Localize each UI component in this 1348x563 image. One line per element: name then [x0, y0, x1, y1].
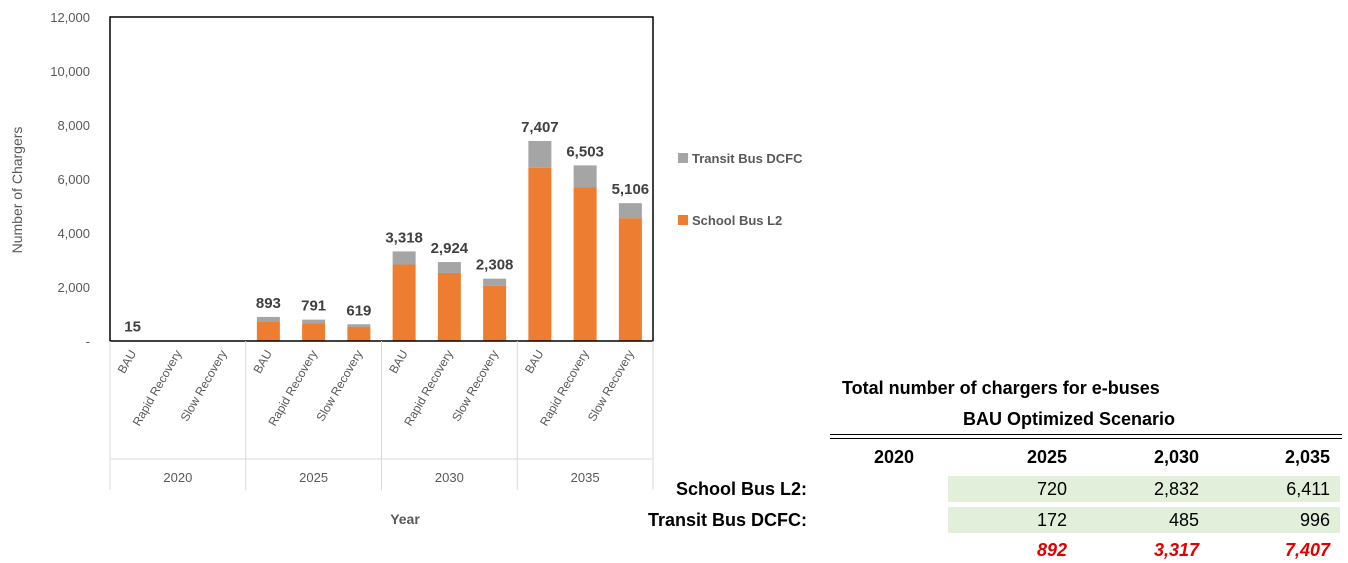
- legend-swatch-school-bus-l2: [678, 215, 688, 225]
- bar-segment-transit-bus-dcfc: [256, 316, 280, 322]
- data-label-total: 3,318: [385, 229, 423, 246]
- legend-swatch-transit-bus-dcfc: [678, 153, 688, 163]
- bar-segment-school-bus-l2: [347, 326, 371, 341]
- row-label-school-bus-l2: School Bus L2:: [675, 479, 807, 499]
- category-label: BAU: [386, 348, 410, 376]
- cell-school-2035: 6,411: [1286, 479, 1330, 499]
- row-label-transit-bus-dcfc: Transit Bus DCFC:: [647, 510, 807, 530]
- bar-segment-transit-bus-dcfc: [528, 141, 552, 168]
- legend-label-transit-bus-dcfc: Transit Bus DCFC: [692, 151, 803, 166]
- y-tick-label: 12,000: [50, 10, 90, 25]
- category-label: Rapid Recovery: [537, 348, 592, 429]
- category-label: Slow Recovery: [449, 348, 501, 424]
- category-label: Slow Recovery: [178, 348, 230, 424]
- category-label: BAU: [522, 348, 546, 376]
- bar-segment-school-bus-l2: [392, 264, 416, 341]
- y-axis-title: Number of Chargers: [9, 127, 25, 254]
- group-label: 2030: [435, 470, 464, 485]
- y-tick-label: 6,000: [57, 172, 90, 187]
- plot-frame: [109, 16, 654, 342]
- y-tick-label: -: [86, 334, 90, 349]
- total-2030: 3,317: [1153, 540, 1199, 560]
- bar-segment-school-bus-l2: [528, 167, 552, 341]
- bar-segment-school-bus-l2: [483, 285, 507, 341]
- y-tick-label: 2,000: [57, 280, 90, 295]
- bar-segment-school-bus-l2: [618, 218, 642, 341]
- group-label: 2035: [571, 470, 600, 485]
- table-title: Total number of chargers for e-buses: [842, 378, 1160, 398]
- column-header-2020: 2020: [873, 447, 914, 467]
- row-shade-school-bus: [948, 476, 1340, 502]
- data-label-total: 2,924: [431, 240, 469, 257]
- bar-segment-school-bus-l2: [256, 321, 280, 341]
- data-label-total: 791: [301, 298, 326, 315]
- group-label: 2020: [163, 470, 192, 485]
- data-label-total: 5,106: [612, 181, 650, 198]
- column-header-2035: 2,035: [1284, 447, 1330, 467]
- x-axis-title: Year: [390, 511, 420, 527]
- cell-transit-2030: 485: [1168, 510, 1199, 530]
- legend-label-school-bus-l2: School Bus L2: [692, 213, 782, 228]
- bar-segment-school-bus-l2: [302, 323, 326, 341]
- table-rule-bottom: [830, 438, 1342, 439]
- total-2035: 7,407: [1284, 540, 1330, 560]
- category-label: Slow Recovery: [585, 348, 637, 424]
- bar-segment-transit-bus-dcfc: [483, 278, 507, 286]
- bar-segment-transit-bus-dcfc: [347, 324, 371, 327]
- cell-transit-2035: 996: [1299, 510, 1330, 530]
- bar-segment-school-bus-l2: [437, 272, 461, 341]
- cell-school-2030: 2,832: [1153, 479, 1199, 499]
- data-label-total: 2,308: [476, 257, 514, 274]
- row-shade-transit-bus: [948, 507, 1340, 533]
- bar-segment-transit-bus-dcfc: [618, 203, 642, 219]
- y-tick-label: 10,000: [50, 64, 90, 79]
- category-label: Rapid Recovery: [401, 348, 456, 429]
- data-label-total: 619: [346, 302, 371, 319]
- table-subtitle: BAU Optimized Scenario: [963, 409, 1176, 429]
- cell-transit-2025: 172: [1036, 510, 1067, 530]
- bar-segment-transit-bus-dcfc: [302, 319, 326, 324]
- legend: Transit Bus DCFC School Bus L2: [678, 151, 803, 228]
- bar-segment-transit-bus-dcfc: [573, 165, 597, 188]
- category-label: Rapid Recovery: [130, 348, 185, 429]
- column-header-2025: 2025: [1026, 447, 1067, 467]
- group-label: 2025: [299, 470, 328, 485]
- category-label: Slow Recovery: [313, 348, 365, 424]
- y-tick-label: 4,000: [57, 226, 90, 241]
- y-tick-label: 8,000: [57, 118, 90, 133]
- bar-segment-transit-bus-dcfc: [437, 262, 461, 273]
- bar-segment-school-bus-l2: [573, 187, 597, 341]
- cell-school-2025: 720: [1036, 479, 1067, 499]
- total-2025: 892: [1036, 540, 1067, 560]
- category-label: BAU: [251, 348, 275, 376]
- data-label-total: 15: [124, 319, 141, 336]
- table-rule-top: [830, 434, 1342, 435]
- category-label: BAU: [115, 348, 139, 376]
- bar-segment-transit-bus-dcfc: [392, 251, 416, 265]
- data-label-total: 6,503: [566, 143, 604, 160]
- category-label: Rapid Recovery: [265, 348, 320, 429]
- data-label-total: 893: [256, 295, 281, 312]
- column-header-2030: 2,030: [1153, 447, 1199, 467]
- data-label-total: 7,407: [521, 119, 559, 136]
